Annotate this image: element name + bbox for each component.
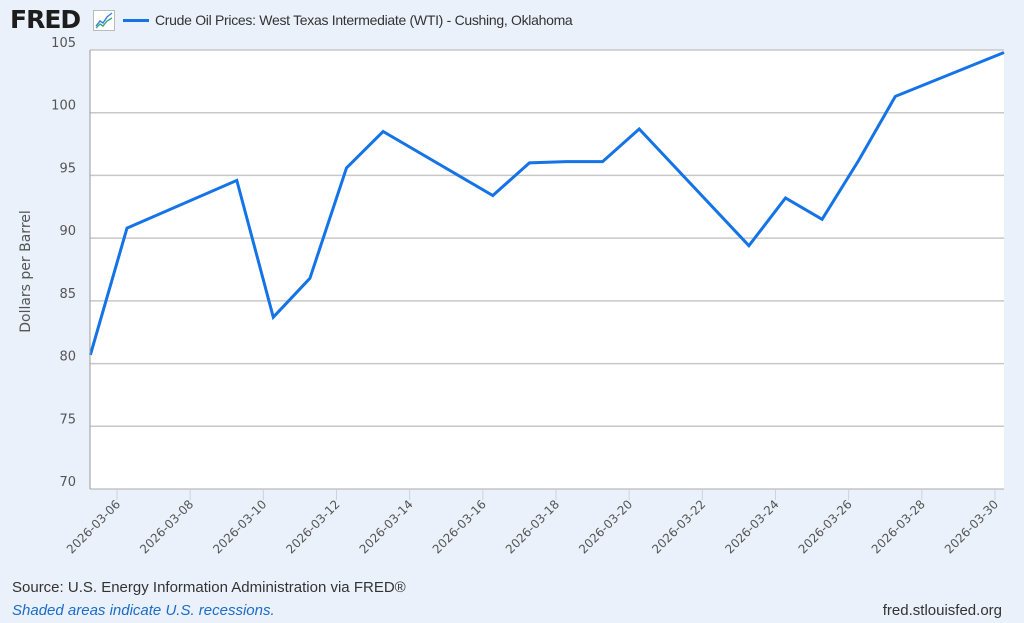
x-tick-label: 2026-03-30 [942, 497, 1001, 556]
fred-url[interactable]: fred.stlouisfed.org [882, 602, 1002, 619]
x-tick-label: 2026-03-08 [137, 497, 196, 556]
line-chart-icon[interactable] [93, 10, 115, 31]
y-tick-label: 90 [59, 224, 76, 239]
gridlines [90, 49, 1004, 428]
x-tick-label: 2026-03-18 [503, 497, 562, 556]
y-tick-label: 95 [59, 161, 76, 176]
x-tick-label: 2026-03-10 [210, 497, 269, 556]
y-tick-label: 105 [51, 36, 76, 51]
plot-area [90, 50, 1004, 489]
y-tick-label: 100 [51, 99, 76, 114]
legend-series-title[interactable]: Crude Oil Prices: West Texas Intermediat… [155, 12, 573, 28]
x-tick-label: 2026-03-14 [357, 497, 416, 556]
x-tick-label: 2026-03-28 [869, 497, 928, 556]
y-tick-label: 80 [59, 350, 76, 365]
x-tick-label: 2026-03-26 [796, 497, 855, 556]
chart-header: FRED Crude Oil Prices: West Texas Interm… [0, 0, 1024, 40]
chart-legend: Crude Oil Prices: West Texas Intermediat… [123, 10, 573, 30]
x-axis-ticks: 2026-03-06 2026-03-08 2026-03-10 2026-03-12… [64, 490, 1001, 556]
y-tick-label: 75 [59, 412, 76, 427]
x-tick-label: 2026-03-22 [649, 497, 708, 556]
x-tick-label: 2026-03-06 [64, 497, 123, 556]
x-tick-label: 2026-03-20 [576, 497, 635, 556]
series-line[interactable] [88, 51, 1005, 356]
legend-swatch [123, 18, 149, 22]
y-tick-label: 70 [59, 475, 76, 490]
y-axis-ticks: 70 75 80 85 90 95 100 105 [51, 36, 76, 490]
y-axis-label: Dollars per Barrel [18, 210, 34, 333]
x-tick-label: 2026-03-16 [430, 497, 489, 556]
source-note: Source: U.S. Energy Information Administ… [12, 579, 406, 596]
recessions-note[interactable]: Shaded areas indicate U.S. recessions. [12, 602, 275, 619]
x-tick-label: 2026-03-24 [722, 497, 781, 556]
x-tick-label: 2026-03-12 [283, 497, 342, 556]
y-tick-label: 85 [59, 287, 76, 302]
fred-logo[interactable]: FRED [10, 5, 81, 34]
